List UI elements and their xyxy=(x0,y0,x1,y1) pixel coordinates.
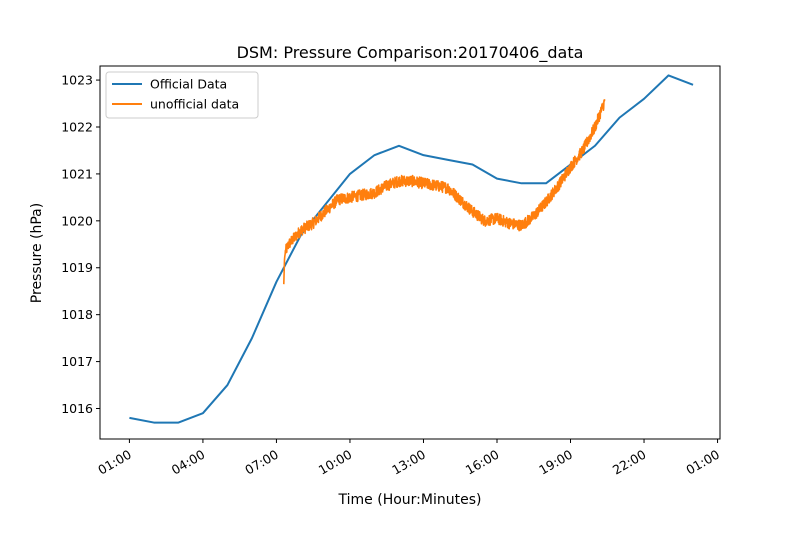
y-tick-label: 1017 xyxy=(61,354,93,369)
series-layer xyxy=(129,74,694,424)
series-line-official-data xyxy=(129,74,694,424)
plot-frame xyxy=(99,65,721,440)
y-axis-label: Pressure (hPa) xyxy=(29,203,45,303)
y-tick-label: 1023 xyxy=(61,73,93,88)
legend-box xyxy=(105,71,259,119)
x-axis-label: Time (Hour:Minutes) xyxy=(338,492,482,508)
chart-title: DSM: Pressure Comparison:20170406_data xyxy=(237,43,584,63)
y-tick-label: 1016 xyxy=(61,401,93,416)
y-tick-label: 1019 xyxy=(61,260,93,275)
y-axis: 1016 1017 1018 1019 1020 1021 1022 1023 xyxy=(61,73,100,416)
y-tick-label: 1020 xyxy=(61,213,93,228)
legend-label-unofficial: unofficial data xyxy=(150,97,239,112)
y-tick-label: 1021 xyxy=(61,166,93,181)
legend-label-official: Official Data xyxy=(150,77,227,92)
series-line-unofficial-data xyxy=(282,98,606,285)
legend: Official Data unofficial data xyxy=(105,71,259,119)
y-tick-label: 1018 xyxy=(61,307,93,322)
y-tick-label: 1022 xyxy=(61,119,93,134)
